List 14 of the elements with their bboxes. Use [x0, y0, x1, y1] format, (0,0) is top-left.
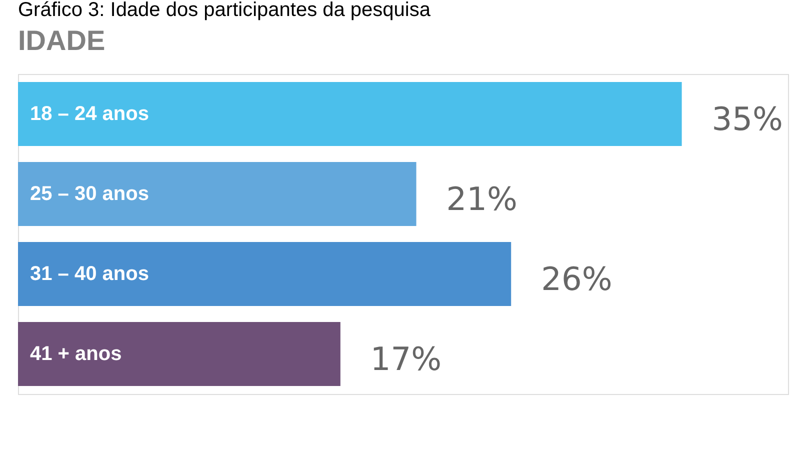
- y-tick-label: 18 – 24 anos: [30, 103, 149, 125]
- data-label: 26%: [541, 260, 612, 298]
- chart-title: Gráfico 3: Idade dos participantes da pesquisa: [18, 0, 432, 21]
- bar: [18, 162, 416, 226]
- bar: [18, 242, 512, 306]
- bar: [18, 322, 340, 386]
- chart-subtitle: IDADE: [18, 25, 106, 56]
- bar: [18, 82, 682, 146]
- data-label: 35%: [712, 100, 783, 138]
- y-tick-label: 25 – 30 anos: [30, 183, 149, 205]
- data-label: 17%: [370, 340, 442, 378]
- y-tick-label: 31 – 40 anos: [30, 263, 149, 285]
- y-tick-label: 41 + anos: [30, 343, 122, 365]
- data-label: 21%: [446, 180, 518, 218]
